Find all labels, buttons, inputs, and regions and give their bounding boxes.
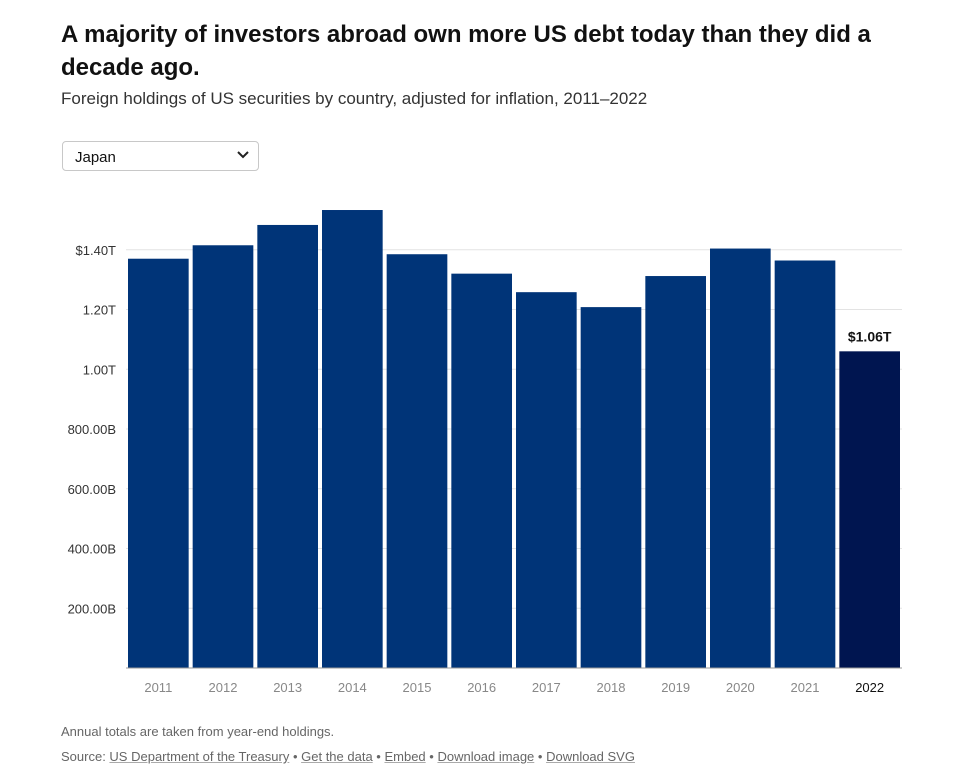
download-image-link[interactable]: Download image [437,749,535,764]
x-tick-label: 2011 [144,680,172,695]
y-tick-label: 1.20T [83,303,116,318]
y-tick-label: 200.00B [68,601,116,616]
y-tick-label: 600.00B [68,482,116,497]
separator: • [372,749,385,764]
bar-2015 [386,254,448,668]
x-tick-label: 2020 [726,680,755,695]
x-tick-label: 2021 [791,680,820,695]
bar-2011 [128,258,189,668]
chart-title: A majority of investors abroad own more … [61,21,871,81]
country-select[interactable]: Japan [62,141,259,171]
source-line: Source: US Department of the Treasury • … [61,749,635,764]
footnote: Annual totals are taken from year-end ho… [61,724,335,739]
bar-2013 [257,224,318,669]
bar-2012 [192,245,254,669]
get-data-link[interactable]: Get the data [301,749,373,764]
bar-2017 [516,292,577,668]
bar-2019 [645,276,706,668]
x-tick-label: 2017 [532,680,561,695]
bar-2016 [451,273,512,668]
y-tick-label: 1.00T [83,362,116,377]
x-tick-label: 2012 [209,680,238,695]
chart-subtitle: Foreign holdings of US securities by cou… [61,89,648,108]
embed-link[interactable]: Embed [384,749,426,764]
source-prefix: Source: [61,749,110,764]
bar-chart: 200.00B 400.00B 600.00B 800.00B 1.00T 1.20T $1… [68,210,902,695]
bar-2014 [322,210,383,669]
bar-2021 [774,260,836,668]
x-tick-label: 2016 [467,680,496,695]
download-svg-link[interactable]: Download SVG [546,749,635,764]
x-tick-label: 2019 [661,680,690,695]
separator: • [425,749,438,764]
chevron-down-icon [237,151,249,159]
y-tick-label: 400.00B [68,542,116,557]
separator: • [289,749,302,764]
x-tick-label: 2014 [338,680,367,695]
country-select-value: Japan [75,149,116,166]
x-tick-label: 2015 [403,680,432,695]
data-label: $1.06T [848,328,892,344]
source-link[interactable]: US Department of the Treasury [109,749,290,764]
bar-2020 [710,248,771,668]
bar-2022 [839,351,900,668]
x-tick-label: 2013 [273,680,302,695]
bar-2018 [580,307,642,668]
separator: • [534,749,547,764]
x-tick-label: 2018 [597,680,626,695]
y-tick-label: $1.40T [76,243,117,258]
y-tick-label: 800.00B [68,422,116,437]
x-tick-label: 2022 [855,680,884,695]
